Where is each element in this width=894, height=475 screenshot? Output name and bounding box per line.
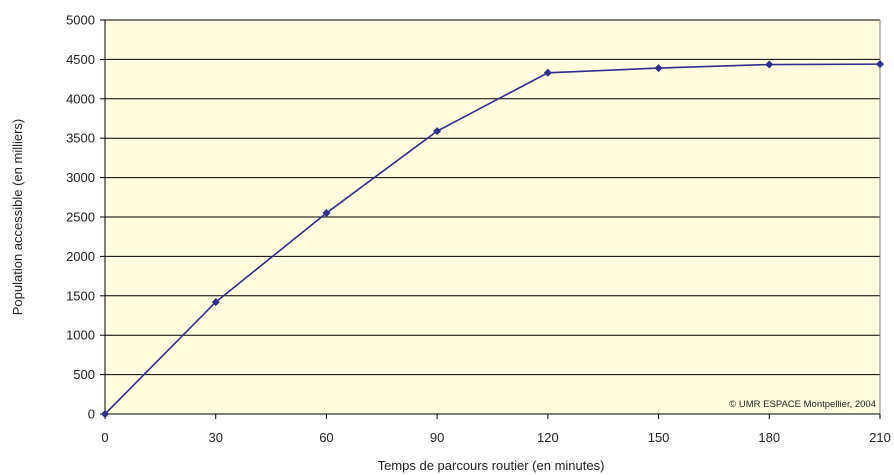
y-tick-label: 500 <box>73 367 95 382</box>
data-point <box>322 209 331 218</box>
x-tick-label: 120 <box>537 430 559 445</box>
x-tick-label: 180 <box>758 430 780 445</box>
x-tick-label: 0 <box>101 430 108 445</box>
y-axis-title: Population accessible (en milliers) <box>10 119 25 316</box>
data-series <box>101 60 884 418</box>
data-point <box>543 68 552 77</box>
y-tick-label: 2000 <box>66 249 95 264</box>
gridlines <box>105 19 880 376</box>
x-tick-labels: 0 30 60 90 120 150 180 210 <box>101 414 891 445</box>
data-point <box>654 64 663 73</box>
data-point <box>876 60 884 69</box>
data-point <box>433 127 442 136</box>
x-tick-label: 90 <box>430 430 444 445</box>
x-axis-title: Temps de parcours routier (en minutes) <box>378 458 605 473</box>
y-tick-label: 1000 <box>66 328 95 343</box>
data-point <box>101 410 109 418</box>
y-tick-label: 4000 <box>66 91 95 106</box>
y-tick-labels: 0 500 1000 1500 2000 2500 3000 3500 4000 4500 5000 <box>66 13 105 422</box>
y-tick-label: 3000 <box>66 170 95 185</box>
x-tick-label: 30 <box>208 430 222 445</box>
y-tick-label: 2500 <box>66 210 95 225</box>
data-point <box>765 60 774 69</box>
y-tick-label: 4500 <box>66 52 95 67</box>
data-point <box>211 298 220 307</box>
x-tick-label: 210 <box>869 430 891 445</box>
x-tick-label: 150 <box>648 430 670 445</box>
y-tick-label: 3500 <box>66 131 95 146</box>
annotation-credit: © UMR ESPACE Montpellier, 2004 <box>729 399 876 410</box>
y-tick-label: 5000 <box>66 13 95 28</box>
y-tick-label: 1500 <box>66 288 95 303</box>
y-tick-label: 0 <box>88 407 95 422</box>
x-tick-label: 60 <box>319 430 333 445</box>
series-line <box>104 63 881 415</box>
